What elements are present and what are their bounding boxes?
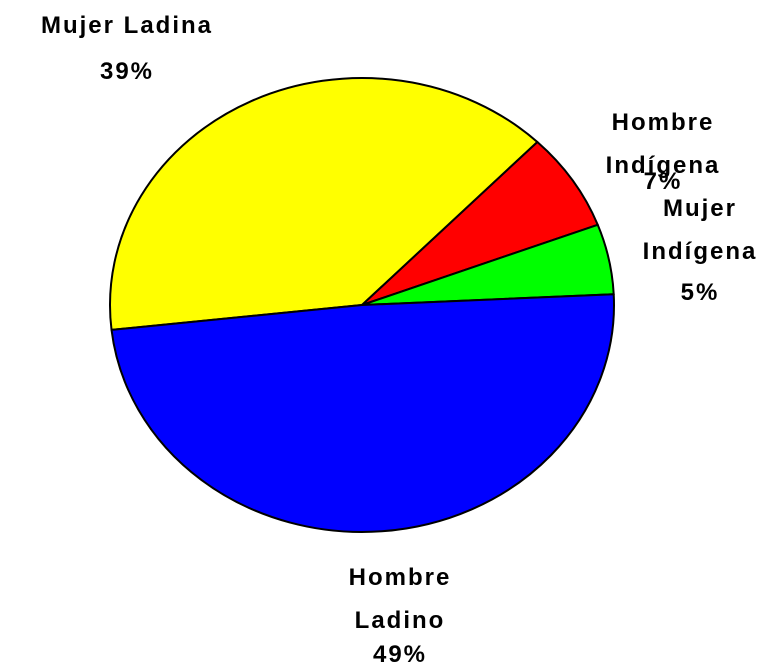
pie-slice xyxy=(361,140,599,306)
slice-value-label: 7% xyxy=(643,168,683,195)
pie-slice xyxy=(109,77,539,331)
slice-label: Mujer Indígena xyxy=(642,195,758,265)
slice-value-label: 39% xyxy=(99,58,155,85)
pie-slice xyxy=(110,293,615,533)
slice-value-label: 49% xyxy=(372,641,428,668)
slice-label: Hombre Indígena xyxy=(605,109,721,179)
slice-label: Hombre Ladino xyxy=(348,564,452,634)
slice-value-label: 5% xyxy=(680,279,720,306)
slice-label: Mujer Ladina xyxy=(40,12,214,39)
